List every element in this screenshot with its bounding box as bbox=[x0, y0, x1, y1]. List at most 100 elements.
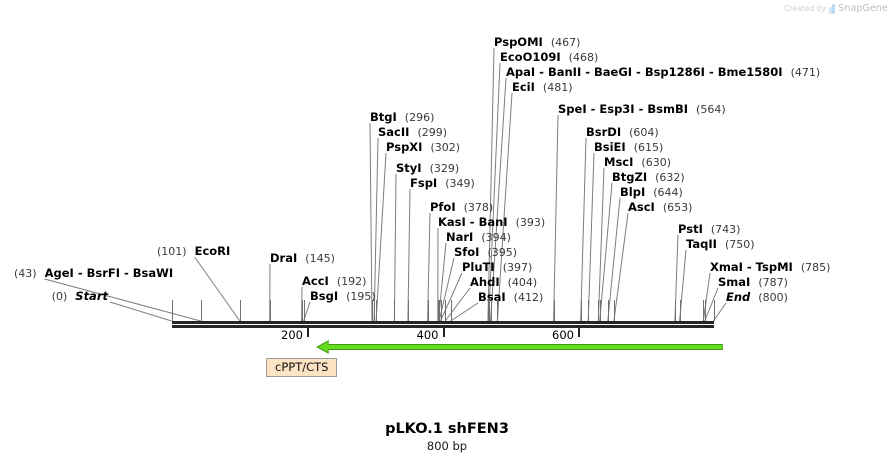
enzyme-label-taqii[interactable]: TaqII (750) bbox=[686, 238, 755, 251]
cut-site-tick bbox=[438, 300, 440, 321]
enzyme-position: (787) bbox=[758, 276, 788, 289]
enzyme-label-bsgi[interactable]: BsgI (195) bbox=[310, 290, 376, 303]
label-gap bbox=[187, 244, 195, 258]
enzyme-name: AgeI - BsrFI - BsaWI bbox=[44, 266, 174, 280]
enzyme-position: (192) bbox=[336, 275, 367, 288]
enzyme-label-acci[interactable]: AccI (192) bbox=[302, 275, 366, 288]
cut-site-tick bbox=[490, 300, 492, 321]
leader-line-pspxi bbox=[375, 152, 387, 322]
enzyme-label-xmai-tspmi[interactable]: XmaI - TspMI (785) bbox=[710, 261, 830, 274]
cut-site-tick bbox=[488, 300, 490, 321]
label-gap bbox=[655, 200, 663, 214]
label-gap bbox=[621, 125, 629, 139]
label-gap bbox=[647, 170, 655, 184]
label-gap bbox=[717, 237, 725, 251]
enzyme-label-end-marker[interactable]: End (800) bbox=[726, 291, 788, 304]
enzyme-position: (800) bbox=[758, 291, 788, 304]
label-gap bbox=[500, 275, 508, 289]
leader-line-end-marker bbox=[713, 302, 727, 322]
enzyme-label-kasi-bani[interactable]: KasI - BanI (393) bbox=[438, 216, 545, 229]
enzyme-position: (653) bbox=[662, 201, 693, 214]
enzyme-label-styi[interactable]: StyI (329) bbox=[396, 162, 459, 175]
label-gap bbox=[456, 200, 464, 214]
enzyme-position: (564) bbox=[696, 103, 726, 116]
enzyme-label-btgi[interactable]: BtgI (296) bbox=[370, 111, 434, 124]
enzyme-label-pluti[interactable]: PluTI (397) bbox=[462, 261, 532, 274]
enzyme-label-ecori[interactable]: (101) EcoRI bbox=[157, 245, 230, 258]
cut-site-tick bbox=[171, 300, 173, 321]
enzyme-label-start-marker[interactable]: (0) Start bbox=[52, 290, 108, 303]
enzyme-position: (145) bbox=[305, 252, 335, 265]
leader-line-asci bbox=[613, 212, 629, 322]
enzyme-label-apai-group[interactable]: ApaI - BanII - BaeGI - Bsp1286I - Bme158… bbox=[506, 66, 820, 79]
enzyme-position: (378) bbox=[463, 201, 494, 214]
leader-line-bsrdi bbox=[580, 137, 587, 322]
enzyme-label-msci[interactable]: MscI (630) bbox=[604, 156, 671, 169]
enzyme-position: (299) bbox=[417, 126, 448, 139]
enzyme-name: End bbox=[726, 290, 751, 304]
enzyme-label-pfoi[interactable]: PfoI (378) bbox=[430, 201, 493, 214]
enzyme-name: AccI bbox=[302, 274, 329, 288]
label-gap bbox=[535, 80, 543, 94]
enzyme-label-bsai[interactable]: BsaI (412) bbox=[478, 291, 543, 304]
cppt-cts-feature-label[interactable]: cPPT/CTS bbox=[266, 358, 338, 377]
enzyme-label-btgzi[interactable]: BtgZI (632) bbox=[612, 171, 685, 184]
cut-site-tick bbox=[394, 300, 396, 321]
enzyme-position: (743) bbox=[710, 223, 741, 236]
watermark-created-label: Created by bbox=[783, 4, 827, 13]
enzyme-position: (195) bbox=[346, 290, 376, 303]
enzyme-name: XmaI - TspMI bbox=[710, 260, 793, 274]
cut-site-tick bbox=[439, 300, 441, 321]
enzyme-label-agei-bsrfi-bsawi[interactable]: (43) AgeI - BsrFI - BsaWI bbox=[14, 267, 173, 280]
enzyme-label-bsrdi[interactable]: BsrDI (604) bbox=[586, 126, 659, 139]
enzyme-position: (394) bbox=[481, 231, 511, 244]
enzyme-label-spei-esp3i-bsmbi[interactable]: SpeI - Esp3I - BsmBI (564) bbox=[558, 103, 726, 116]
enzyme-label-pspomi[interactable]: PspOMI (467) bbox=[494, 36, 580, 49]
enzyme-name: PluTI bbox=[462, 260, 495, 274]
enzyme-name: AscI bbox=[628, 200, 655, 214]
enzyme-label-blpi[interactable]: BlpI (644) bbox=[620, 186, 683, 199]
enzyme-label-ahdi[interactable]: AhdI (404) bbox=[470, 276, 537, 289]
enzyme-name: PspOMI bbox=[494, 35, 543, 49]
leader-line-msci bbox=[597, 167, 605, 322]
enzyme-label-bsiei[interactable]: BsiEI (615) bbox=[594, 141, 663, 154]
cut-site-tick bbox=[427, 300, 429, 321]
cut-site-tick bbox=[679, 300, 681, 321]
enzyme-label-psti[interactable]: PstI (743) bbox=[678, 223, 740, 236]
enzyme-name: EcoO109I bbox=[500, 50, 561, 64]
enzyme-position: (632) bbox=[655, 171, 685, 184]
enzyme-name: PfoI bbox=[430, 200, 456, 214]
enzyme-label-smai[interactable]: SmaI (787) bbox=[718, 276, 788, 289]
enzyme-label-drai[interactable]: DraI (145) bbox=[270, 252, 335, 265]
enzyme-label-ecoo109i[interactable]: EcoO109I (468) bbox=[500, 51, 598, 64]
enzyme-position: (393) bbox=[515, 216, 546, 229]
cut-site-tick bbox=[303, 300, 305, 321]
enzyme-label-pspxi[interactable]: PspXI (302) bbox=[386, 141, 460, 154]
enzyme-name: TaqII bbox=[686, 237, 717, 251]
enzyme-label-sfoi[interactable]: SfoI (395) bbox=[454, 246, 517, 259]
leader-line-smai bbox=[704, 287, 719, 322]
label-gap bbox=[783, 65, 791, 79]
enzyme-name: BsrDI bbox=[586, 125, 622, 139]
enzyme-label-fspi[interactable]: FspI (349) bbox=[410, 177, 475, 190]
enzyme-label-asci[interactable]: AscI (653) bbox=[628, 201, 692, 214]
cut-site-tick bbox=[553, 300, 555, 321]
enzyme-position: (302) bbox=[430, 141, 461, 154]
label-gap bbox=[37, 266, 45, 280]
cut-site-tick bbox=[613, 300, 615, 321]
page-title: pLKO.1 shFEN3 bbox=[385, 421, 509, 437]
cut-site-tick bbox=[374, 300, 376, 321]
label-gap bbox=[397, 110, 405, 124]
axis-tick-200 bbox=[307, 328, 309, 337]
enzyme-position: (467) bbox=[550, 36, 581, 49]
enzyme-position: (349) bbox=[445, 177, 475, 190]
enzyme-position: (101) bbox=[157, 245, 187, 258]
cppt-cts-feature-arrow[interactable] bbox=[0, 336, 894, 358]
leader-line-btgzi bbox=[599, 182, 613, 322]
enzyme-label-ecii[interactable]: EciI (481) bbox=[512, 81, 573, 94]
enzyme-label-nari[interactable]: NarI (394) bbox=[446, 231, 511, 244]
cut-site-tick bbox=[239, 300, 241, 321]
cut-site-tick bbox=[440, 300, 442, 321]
enzyme-label-sacii[interactable]: SacII (299) bbox=[378, 126, 447, 139]
